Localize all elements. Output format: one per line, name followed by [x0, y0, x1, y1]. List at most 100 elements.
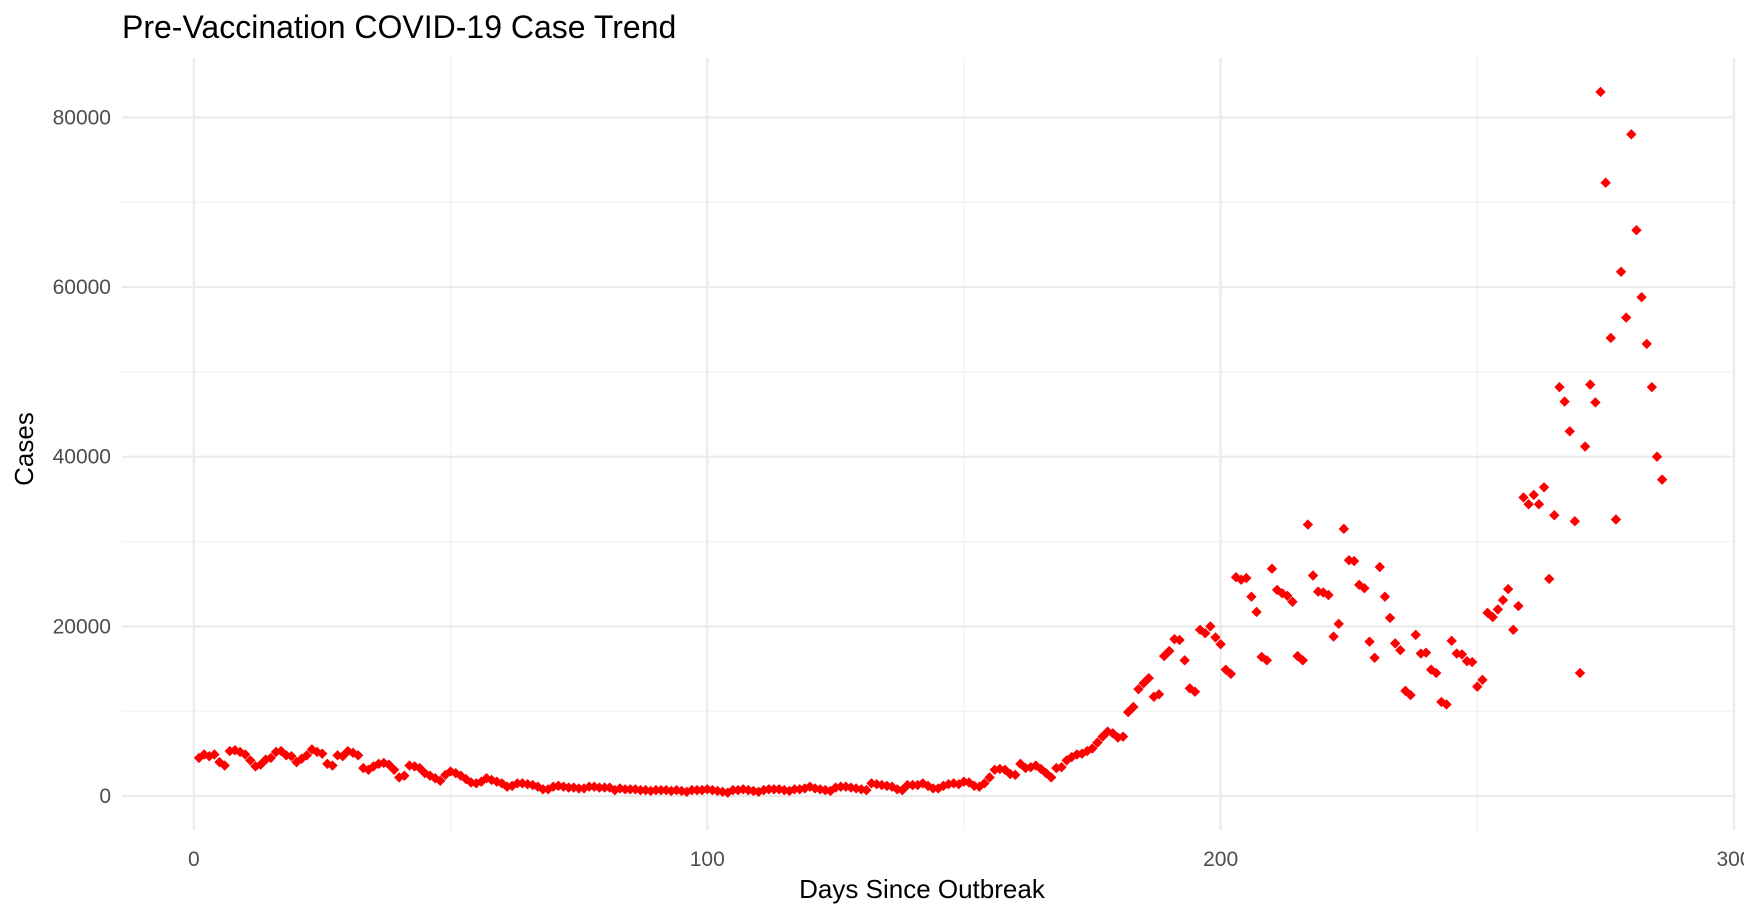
data-point	[281, 750, 292, 761]
data-point	[707, 784, 718, 796]
x-tick-label: 0	[188, 848, 200, 871]
data-point	[1538, 482, 1550, 493]
data-point	[332, 750, 343, 761]
data-point	[255, 759, 266, 770]
data-point	[1025, 762, 1036, 773]
data-point	[1323, 589, 1334, 601]
data-point	[994, 763, 1006, 775]
data-point	[1528, 489, 1539, 501]
data-point	[1389, 638, 1401, 649]
data-point	[630, 784, 641, 795]
data-point	[917, 778, 929, 789]
data-point	[1369, 652, 1380, 663]
data-point	[830, 782, 841, 793]
data-point	[1148, 691, 1160, 703]
data-point	[696, 784, 708, 796]
data-point	[1590, 397, 1601, 408]
y-tick-label: 20000	[53, 615, 111, 638]
y-tick-label: 80000	[53, 106, 111, 129]
data-point	[1549, 510, 1560, 521]
data-point	[1169, 633, 1180, 645]
data-point	[1015, 758, 1026, 770]
data-point	[429, 773, 441, 784]
data-point	[1338, 523, 1350, 535]
data-point	[717, 786, 728, 798]
data-point	[1533, 499, 1545, 510]
data-point	[1097, 731, 1108, 742]
data-point	[1564, 426, 1575, 437]
data-point	[1138, 678, 1149, 689]
data-point	[758, 784, 769, 796]
data-point	[814, 784, 826, 795]
data-point	[1569, 516, 1581, 527]
data-point	[1513, 600, 1524, 612]
chart-title: Pre-Vaccination COVID-19 Case Trend	[122, 9, 676, 45]
data-point	[1374, 561, 1385, 573]
data-point	[1379, 591, 1391, 602]
data-points	[193, 86, 1668, 798]
data-point	[476, 776, 487, 787]
data-point	[501, 781, 513, 792]
y-axis-ticks: 0 20000 40000 60000 80000	[53, 106, 111, 808]
data-point	[1292, 650, 1303, 662]
data-point	[245, 755, 256, 766]
data-point	[969, 780, 980, 792]
data-point	[1102, 726, 1113, 737]
y-tick-label: 60000	[53, 276, 111, 299]
data-point	[1158, 650, 1170, 662]
data-point	[891, 784, 903, 795]
data-point	[1189, 686, 1201, 697]
data-point	[1251, 606, 1262, 618]
data-point	[1297, 655, 1308, 666]
data-point	[240, 749, 251, 760]
data-point	[1061, 755, 1072, 766]
data-point	[496, 778, 508, 789]
data-point	[1087, 743, 1098, 754]
data-point	[1261, 655, 1273, 666]
data-point	[732, 784, 744, 796]
data-point	[1046, 772, 1057, 783]
data-point	[481, 773, 492, 784]
data-point	[845, 782, 857, 793]
data-point	[1523, 499, 1534, 510]
data-point	[1307, 570, 1319, 581]
data-point	[1359, 583, 1370, 594]
x-tick-label: 100	[690, 848, 725, 871]
data-point	[1615, 266, 1627, 277]
data-point	[317, 748, 328, 759]
data-point	[1595, 86, 1606, 98]
data-point	[1620, 312, 1632, 323]
data-point	[1441, 699, 1452, 710]
data-point	[1579, 441, 1591, 452]
data-point	[1220, 664, 1231, 675]
data-point	[193, 752, 205, 764]
data-point	[1205, 621, 1216, 632]
data-point	[1554, 381, 1565, 393]
data-point	[1364, 636, 1375, 647]
data-point	[301, 750, 313, 761]
data-point	[1559, 396, 1570, 407]
data-point	[1266, 563, 1278, 574]
data-point	[1256, 651, 1267, 663]
data-point	[275, 745, 287, 757]
y-tick-label: 40000	[53, 446, 111, 469]
data-point	[409, 761, 420, 772]
data-point	[1194, 624, 1206, 635]
data-point	[1610, 514, 1622, 525]
data-point	[1405, 689, 1416, 701]
data-point	[1348, 555, 1360, 567]
data-point	[1333, 618, 1344, 630]
data-point	[856, 784, 867, 795]
data-point	[1431, 667, 1442, 679]
data-point	[1076, 748, 1088, 759]
data-point	[984, 772, 995, 783]
data-point	[1472, 681, 1483, 692]
data-point	[1302, 519, 1314, 530]
data-point	[1143, 672, 1154, 684]
data-point	[1081, 745, 1093, 757]
data-point	[1631, 225, 1642, 236]
data-point	[532, 781, 544, 792]
data-point	[753, 786, 764, 798]
data-point	[958, 776, 970, 787]
